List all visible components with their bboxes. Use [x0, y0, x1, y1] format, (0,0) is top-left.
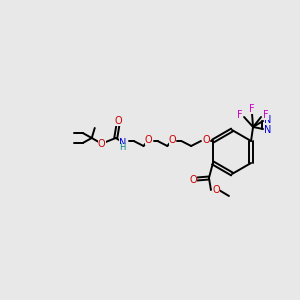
Text: O: O — [202, 135, 210, 145]
Text: O: O — [169, 135, 176, 145]
Text: F: F — [263, 110, 269, 120]
Text: O: O — [189, 175, 197, 185]
Text: F: F — [249, 104, 255, 114]
Text: N: N — [264, 115, 272, 125]
Text: O: O — [212, 185, 220, 195]
Text: N: N — [264, 125, 272, 135]
Text: O: O — [145, 135, 152, 145]
Text: H: H — [120, 143, 126, 152]
Text: F: F — [237, 110, 243, 120]
Text: O: O — [115, 116, 123, 126]
Text: O: O — [98, 139, 106, 149]
Text: N: N — [119, 138, 126, 148]
